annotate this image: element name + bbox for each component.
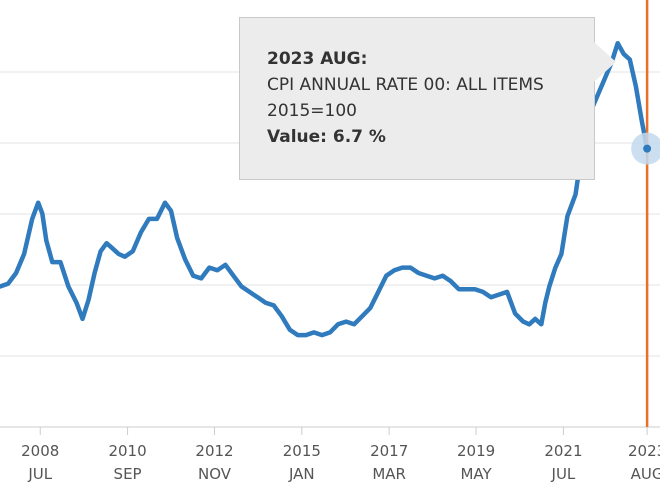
x-tick-label-month: JUL [551,465,576,483]
tooltip-period: 2023 AUG: [267,49,368,69]
x-tick-label-month: AUG [631,465,660,483]
x-tick-label-year: 2021 [544,442,582,460]
x-tick-label-year: 2012 [195,442,233,460]
tooltip-value: Value: 6.7 % [267,127,386,147]
x-tick-label-year: 2017 [370,442,408,460]
x-axis [0,426,660,435]
x-tick-label-month: JAN [288,465,315,483]
tooltip-pointer [594,42,616,82]
series-line [0,40,650,338]
x-tick-label-month: JUL [27,465,52,483]
x-tick-label-year: 2023 [628,442,660,460]
series-group [0,40,650,338]
tooltip-series-base: 2015=100 [267,101,357,121]
marker-group [631,0,660,427]
tooltip-series-name: CPI ANNUAL RATE 00: ALL ITEMS [267,75,544,95]
x-tick-labels: 2008 JUL 2010 SEP 2012 NOV 2015 JAN 2017 MAR 2019 M… [21,442,660,483]
x-tick-label-year: 2008 [21,442,59,460]
hover-point [643,144,652,153]
x-tick-label-year: 2010 [108,442,146,460]
x-tick-label-month: NOV [198,465,232,483]
x-tick-label-year: 2019 [457,442,495,460]
tooltip: 2023 AUG: CPI ANNUAL RATE 00: ALL ITEMS … [239,17,595,180]
x-tick-label-month: MAY [460,465,492,483]
x-tick-label-month: SEP [114,465,142,483]
x-tick-label-year: 2015 [283,442,321,460]
x-tick-label-month: MAR [372,465,406,483]
